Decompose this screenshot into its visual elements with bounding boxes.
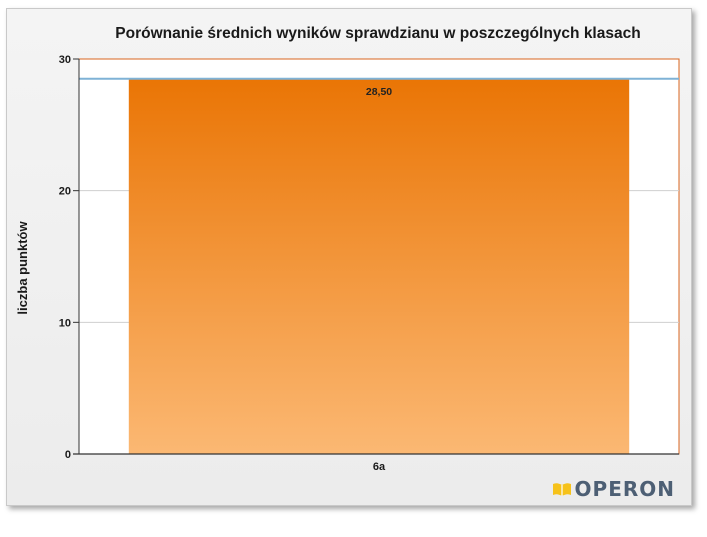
y-axis-label: liczba punktów bbox=[15, 221, 30, 315]
logo-text: OPERON bbox=[574, 477, 675, 501]
y-tick-label: 0 bbox=[65, 449, 71, 461]
bar-data-label: 28,50 bbox=[366, 86, 392, 98]
chart-title: Porównanie średnich wyników sprawdzianu … bbox=[115, 25, 640, 42]
x-tick-label: 6a bbox=[373, 461, 386, 473]
chart-panel: Porównanie średnich wyników sprawdzianu … bbox=[6, 8, 692, 506]
book-icon bbox=[552, 483, 571, 496]
chart: Porównanie średnich wyników sprawdzianu … bbox=[15, 25, 680, 473]
y-tick-label: 20 bbox=[59, 186, 71, 198]
logo: OPERON bbox=[552, 477, 675, 501]
y-tick-label: 10 bbox=[59, 317, 71, 329]
bar bbox=[128, 78, 630, 454]
y-tick-label: 30 bbox=[59, 54, 71, 66]
